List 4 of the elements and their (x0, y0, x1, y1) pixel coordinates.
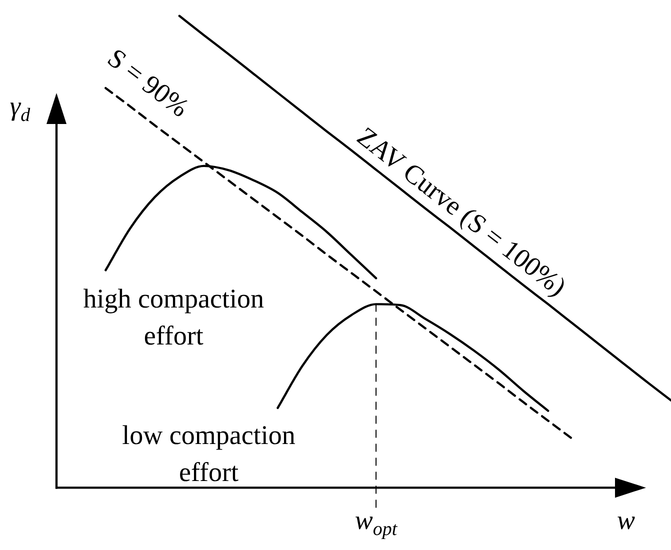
series-label: high compaction effort (83, 283, 265, 350)
text: S = 90% (102, 42, 195, 123)
x-axis-title: w (616, 504, 636, 535)
series-label: low compaction effort (122, 420, 296, 488)
